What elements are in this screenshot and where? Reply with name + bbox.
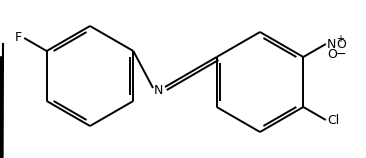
Text: F: F [15,31,22,45]
Text: N: N [153,83,163,97]
Text: −: − [336,48,346,61]
Text: O: O [327,48,337,61]
Text: O: O [336,39,346,52]
Text: Cl: Cl [327,113,339,127]
Text: N: N [327,37,336,51]
Text: +: + [336,34,344,44]
